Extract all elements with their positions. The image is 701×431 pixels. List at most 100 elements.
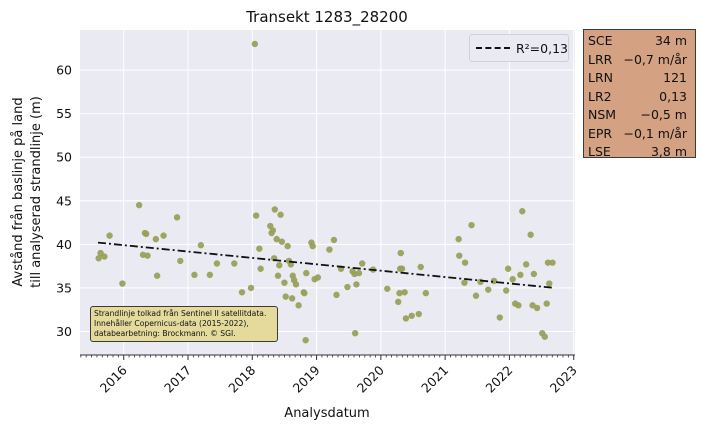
data-point <box>396 289 403 297</box>
stats-key: SCE <box>588 33 613 48</box>
data-point <box>257 265 264 272</box>
trend-line <box>97 241 555 289</box>
data-point <box>143 230 150 238</box>
stats-value: 3,8 m <box>650 144 687 159</box>
data-point <box>395 298 402 306</box>
data-point <box>281 279 288 286</box>
data-points <box>95 40 556 344</box>
data-point <box>456 252 463 259</box>
data-point <box>461 279 468 286</box>
data-point <box>276 262 283 269</box>
data-point <box>472 292 480 299</box>
y-axis-ticks: 30 35 40 45 50 55 60 <box>56 63 72 339</box>
data-point <box>504 265 512 272</box>
y-tick-label: 40 <box>56 237 72 252</box>
data-point <box>503 287 510 294</box>
grid-lines <box>80 30 575 355</box>
data-point <box>351 330 359 337</box>
data-point <box>213 260 221 267</box>
x-tick-label: 2020 <box>354 362 387 395</box>
data-point <box>301 289 308 297</box>
data-point <box>402 315 410 322</box>
data-point <box>485 286 492 293</box>
data-point <box>252 212 260 219</box>
data-point <box>344 283 351 291</box>
x-tick-label: 2017 <box>161 363 194 396</box>
data-point <box>517 271 524 279</box>
stats-row-lrn: LRN 121 <box>588 69 691 88</box>
data-point <box>288 295 296 302</box>
legend-label: R²=0,13 <box>515 40 568 56</box>
stats-value: −0,7 m/år <box>623 51 687 67</box>
data-point <box>278 238 286 245</box>
data-point <box>496 314 503 321</box>
data-point <box>515 302 522 309</box>
y-tick-label: 30 <box>56 324 72 339</box>
chart-title: Transekt 1283_28200 <box>245 8 408 27</box>
stats-key: NSM <box>588 107 617 122</box>
data-point <box>549 259 556 266</box>
data-point <box>273 235 280 243</box>
data-point <box>153 272 161 279</box>
data-point <box>152 235 160 243</box>
data-point <box>173 214 181 221</box>
data-point <box>302 336 309 344</box>
data-point <box>415 310 422 318</box>
data-point <box>541 333 548 340</box>
stats-key: LR2 <box>588 88 612 104</box>
stats-row-sce: SCE 34 m <box>588 32 691 51</box>
statistics-box: SCE 34 m LRR −0,7 m/år LRN 121 LR2 0,13 NSM −… <box>583 29 696 159</box>
data-point <box>295 302 302 309</box>
y-tick-label: 50 <box>56 150 72 165</box>
data-point <box>527 231 534 238</box>
x-tick-label: 2023 <box>547 363 580 396</box>
data-point <box>206 271 214 279</box>
stats-key: EPR <box>588 125 613 141</box>
data-point <box>544 259 552 266</box>
stats-value: 34 m <box>654 33 687 48</box>
data-point <box>522 261 530 268</box>
data-point <box>355 269 363 277</box>
stats-row-lse: LSE 3,8 m <box>588 143 691 162</box>
data-point <box>326 246 333 253</box>
data-point <box>384 285 391 292</box>
x-tick-label: 2019 <box>290 362 323 395</box>
data-point <box>397 249 404 257</box>
stats-key: LSE <box>588 144 611 159</box>
data-point <box>401 289 408 296</box>
data-point <box>417 263 424 271</box>
plot-area <box>80 30 575 355</box>
x-axis-ticks: 2016 2017 2018 2019 2020 2021 2022 2023 <box>80 355 580 396</box>
data-point <box>251 40 259 48</box>
data-source-note: Strandlinje tolkad från Sentinel II sate… <box>90 306 278 342</box>
data-point <box>274 272 282 279</box>
data-point <box>461 259 469 266</box>
data-point <box>468 221 475 229</box>
y-axis-label-line-2: till analyserad strandlinje (m) <box>29 96 44 288</box>
data-point <box>144 252 151 259</box>
data-point <box>135 201 143 209</box>
data-point <box>546 280 553 287</box>
note-line: Strandlinje tolkad från Sentinel II sate… <box>94 309 267 318</box>
stats-row-nsm: NSM −0,5 m <box>588 106 691 125</box>
data-point <box>191 271 198 279</box>
stats-row-lrr: LRR −0,7 m/år <box>588 51 691 70</box>
data-point <box>231 260 238 267</box>
stats-value: −0,1 m/år <box>623 125 687 141</box>
data-point <box>422 289 430 297</box>
stats-value: 0,13 <box>659 88 687 104</box>
trend-line-group <box>97 241 555 289</box>
data-point <box>247 284 255 292</box>
data-point <box>282 293 289 300</box>
x-axis-label: Analysdatum <box>284 406 369 421</box>
data-point <box>177 257 184 265</box>
x-tick-label: 2021 <box>418 363 451 396</box>
stats-value: −0,5 m <box>640 107 687 122</box>
stats-key: LRR <box>588 51 613 67</box>
data-point <box>455 235 462 243</box>
y-tick-label: 35 <box>56 280 72 295</box>
data-point <box>238 289 246 296</box>
y-tick-label: 55 <box>56 106 72 121</box>
data-point <box>408 312 415 319</box>
